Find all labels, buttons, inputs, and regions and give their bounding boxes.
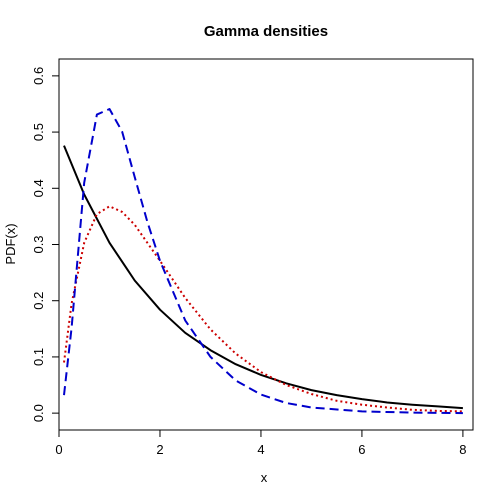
curve-group: [63, 108, 463, 415]
y-tick-label: 0.2: [31, 292, 46, 310]
x-axis: 0 2 4 6 8: [55, 429, 467, 457]
x-tick-label: 2: [156, 442, 163, 457]
x-tick-label: 6: [358, 442, 365, 457]
x-tick-label: 8: [459, 442, 466, 457]
y-tick-label: 0.6: [31, 67, 46, 85]
y-axis-label: PDF(x): [3, 223, 18, 264]
x-axis-label: x: [261, 470, 268, 485]
x-tick-label: 0: [55, 442, 62, 457]
x-tick-label: 4: [257, 442, 264, 457]
y-tick-label: 0.5: [31, 123, 46, 141]
y-tick-label: 0.1: [31, 348, 46, 366]
curve-series-1: [63, 145, 463, 410]
y-axis: 0.0 0.1 0.2 0.3 0.4 0.5 0.6: [31, 67, 60, 422]
y-tick-label: 0.0: [31, 404, 46, 422]
y-tick-label: 0.3: [31, 235, 46, 253]
y-tick-label: 0.4: [31, 179, 46, 197]
chart-title: Gamma densities: [204, 23, 328, 40]
curve-series-2: [63, 205, 463, 413]
curve-series-3: [63, 108, 463, 415]
